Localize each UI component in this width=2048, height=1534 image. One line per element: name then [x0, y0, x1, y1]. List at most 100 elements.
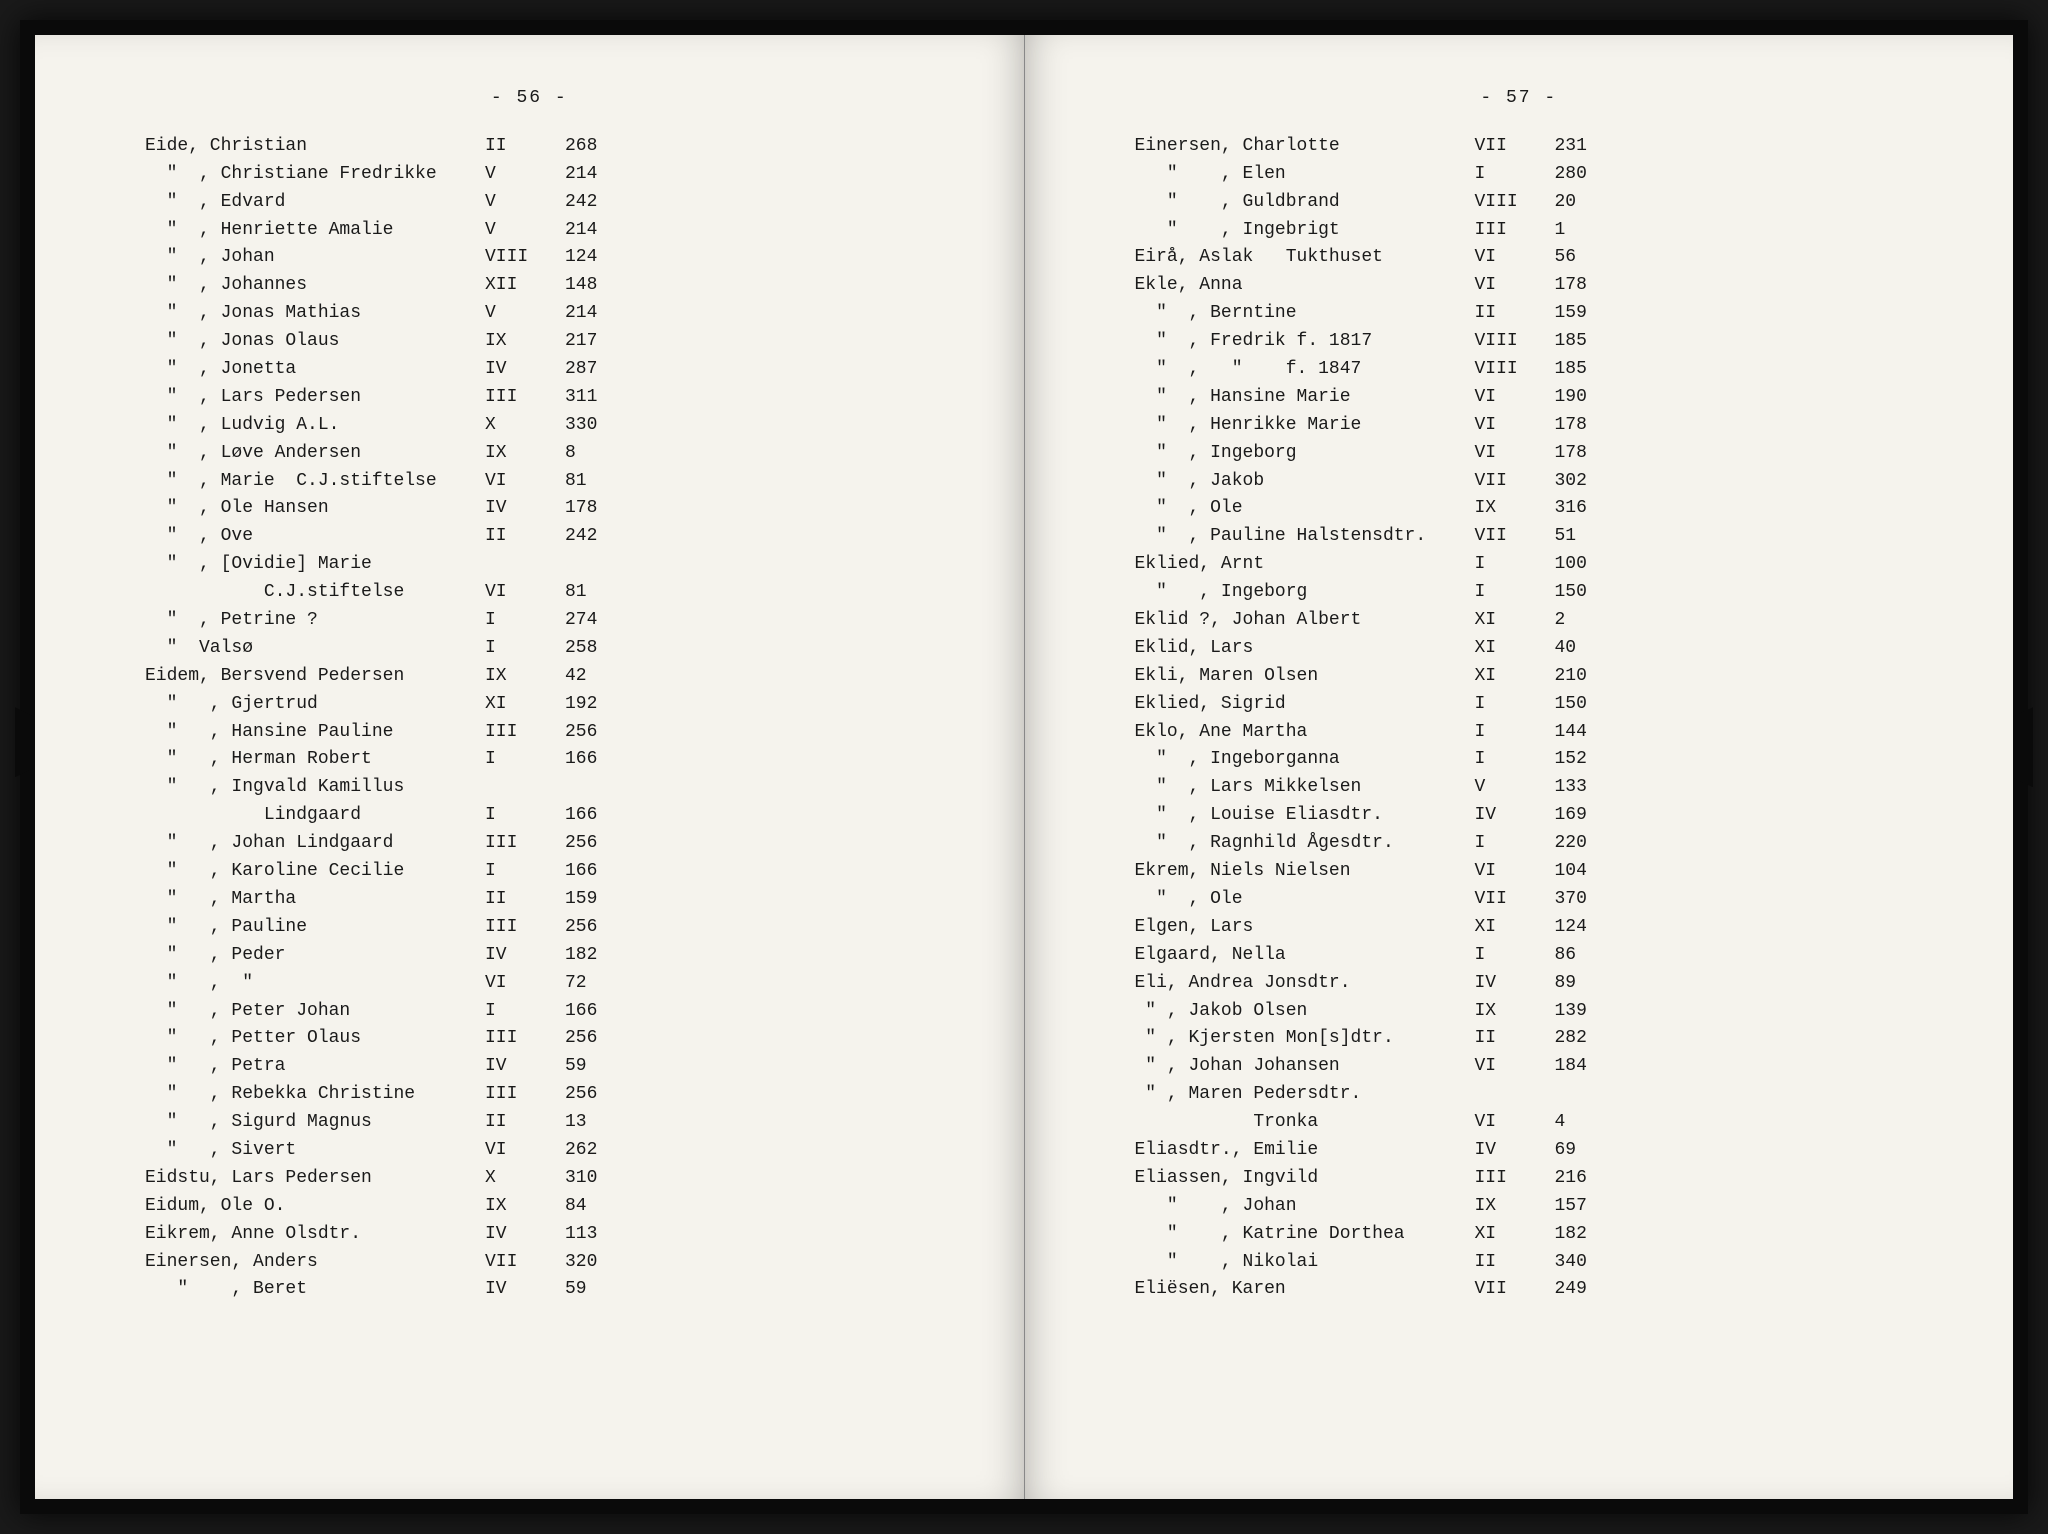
entry-name: " , Ole [1135, 886, 1475, 914]
entry-volume: I [1475, 830, 1555, 858]
entry-name: " , Ole [1135, 495, 1475, 523]
entry-name: Tronka [1135, 1109, 1475, 1137]
entry-name: Einersen, Anders [145, 1249, 485, 1277]
left-page: - 56 - Eide, ChristianII268 " , Christia… [35, 35, 1025, 1499]
entry-volume: IV [485, 1276, 565, 1304]
entry-name: Eliësen, Karen [1135, 1276, 1475, 1304]
entry-name: " , Christiane Fredrikke [145, 161, 485, 189]
entry-name: " , Lars Pedersen [145, 384, 485, 412]
entry-name: Eikrem, Anne Olsdtr. [145, 1221, 485, 1249]
index-entry: " , Petrine ?I274 [145, 607, 954, 635]
index-entry: " , Ingvald Kamillus [145, 774, 954, 802]
entry-page: 340 [1555, 1249, 1615, 1277]
entry-name: " , Petter Olaus [145, 1025, 485, 1053]
entry-volume: III [485, 384, 565, 412]
index-entry: " , Maren Pedersdtr. [1135, 1081, 1944, 1109]
entry-page: 157 [1555, 1193, 1615, 1221]
index-entry: " , Lars MikkelsenV133 [1135, 774, 1944, 802]
entry-name: " , Jakob Olsen [1135, 998, 1475, 1026]
entry-page: 256 [565, 1025, 625, 1053]
entry-name: " , Beret [145, 1276, 485, 1304]
entry-page: 81 [565, 468, 625, 496]
entry-volume: I [485, 998, 565, 1026]
entry-page: 113 [565, 1221, 625, 1249]
entry-name: " , Ingebrigt [1135, 217, 1475, 245]
entry-page: 159 [565, 886, 625, 914]
entry-name: " , Johan Johansen [1135, 1053, 1475, 1081]
entry-volume: VI [485, 970, 565, 998]
entry-volume: IX [1475, 1193, 1555, 1221]
entry-name: " , Jakob [1135, 468, 1475, 496]
entry-page: 40 [1555, 635, 1615, 663]
entry-volume [485, 551, 565, 579]
entry-page: 178 [565, 495, 625, 523]
entry-page: 133 [1555, 774, 1615, 802]
entry-page: 104 [1555, 858, 1615, 886]
entry-name: " , Berntine [1135, 300, 1475, 328]
entry-name: " , Gjertrud [145, 691, 485, 719]
right-entries: Einersen, CharlotteVII231 " , ElenI280 "… [1135, 133, 1944, 1304]
index-entry: " , IngebrigtIII1 [1135, 217, 1944, 245]
index-entry: " , Henrikke MarieVI178 [1135, 412, 1944, 440]
index-entry: Eliasdtr., EmilieIV69 [1135, 1137, 1944, 1165]
entry-volume: VI [1475, 384, 1555, 412]
index-entry: Eide, ChristianII268 [145, 133, 954, 161]
entry-name: " , Hansine Pauline [145, 719, 485, 747]
entry-name: " , Ludvig A.L. [145, 412, 485, 440]
index-entry: Eklid, LarsXI40 [1135, 635, 1944, 663]
entry-name: " , Lars Mikkelsen [1135, 774, 1475, 802]
entry-volume: I [485, 746, 565, 774]
entry-name: " Valsø [145, 635, 485, 663]
index-entry: " , Ole HansenIV178 [145, 495, 954, 523]
entry-page: 139 [1555, 998, 1615, 1026]
entry-page: 81 [565, 579, 625, 607]
index-entry: " , "VI72 [145, 970, 954, 998]
entry-page: 280 [1555, 161, 1615, 189]
entry-page: 330 [565, 412, 625, 440]
entry-page [565, 774, 625, 802]
entry-name: " , Ole Hansen [145, 495, 485, 523]
index-entry: " , Jonas MathiasV214 [145, 300, 954, 328]
index-entry: " , OveII242 [145, 523, 954, 551]
index-entry: " , Johan JohansenVI184 [1135, 1053, 1944, 1081]
entry-volume: III [485, 914, 565, 942]
entry-name: " , Maren Pedersdtr. [1135, 1081, 1475, 1109]
entry-page: 69 [1555, 1137, 1615, 1165]
index-entry: Ekrem, Niels NielsenVI104 [1135, 858, 1944, 886]
entry-name: " , Ingeborg [1135, 579, 1475, 607]
entry-page: 20 [1555, 189, 1615, 217]
index-entry: " , Løve AndersenIX8 [145, 440, 954, 468]
index-entry: Eklo, Ane MarthaI144 [1135, 719, 1944, 747]
entry-name: " , Jonetta [145, 356, 485, 384]
entry-page: 256 [565, 914, 625, 942]
index-entry: " , Petter OlausIII256 [145, 1025, 954, 1053]
entry-name: " , Henrikke Marie [1135, 412, 1475, 440]
entry-name: Ekle, Anna [1135, 272, 1475, 300]
entry-name: Eidum, Ole O. [145, 1193, 485, 1221]
entry-volume: XI [1475, 1221, 1555, 1249]
index-entry: " , JohanIX157 [1135, 1193, 1944, 1221]
entry-page: 124 [1555, 914, 1615, 942]
entry-page: 42 [565, 663, 625, 691]
index-entry: " , Jakob OlsenIX139 [1135, 998, 1944, 1026]
entry-name: " , [Ovidie] Marie [145, 551, 485, 579]
entry-page: 242 [565, 189, 625, 217]
index-entry: Eliësen, KarenVII249 [1135, 1276, 1944, 1304]
entry-volume: VI [1475, 412, 1555, 440]
entry-page: 262 [565, 1137, 625, 1165]
entry-page: 166 [565, 802, 625, 830]
entry-name: " , Karoline Cecilie [145, 858, 485, 886]
entry-page: 249 [1555, 1276, 1615, 1304]
entry-page: 256 [565, 719, 625, 747]
index-entry: Eikrem, Anne Olsdtr.IV113 [145, 1221, 954, 1249]
index-entry: Einersen, CharlotteVII231 [1135, 133, 1944, 161]
entry-name: " , Rebekka Christine [145, 1081, 485, 1109]
entry-page: 2 [1555, 607, 1615, 635]
entry-volume: VII [1475, 133, 1555, 161]
entry-page: 89 [1555, 970, 1615, 998]
entry-name: Einersen, Charlotte [1135, 133, 1475, 161]
entry-name: " , Henriette Amalie [145, 217, 485, 245]
index-entry: " , Henriette AmalieV214 [145, 217, 954, 245]
index-entry: " , OleVII370 [1135, 886, 1944, 914]
entry-page: 311 [565, 384, 625, 412]
